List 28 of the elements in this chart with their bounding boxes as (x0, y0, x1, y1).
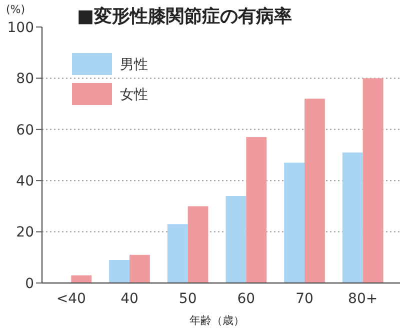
y-tick-label: 20 (16, 224, 34, 241)
y-tick-label: 100 (7, 20, 34, 36)
x-tick-label: 70 (296, 291, 314, 307)
x-axis-title: 年齢（歳） (190, 314, 244, 327)
y-tick-label: 40 (16, 174, 34, 190)
bar (71, 275, 92, 283)
bar (284, 162, 304, 283)
y-tick-label: 60 (16, 122, 34, 138)
y-tick-label: 80 (16, 71, 34, 88)
bar (109, 260, 130, 283)
bar (342, 152, 363, 283)
bar (167, 224, 188, 283)
x-tick-label: 80+ (348, 291, 378, 307)
bar (362, 78, 384, 283)
legend-label: 女性 (120, 86, 148, 103)
legend-label: 男性 (120, 56, 148, 73)
x-tick-label: 40 (120, 291, 138, 307)
y-axis-title: (%) (6, 3, 26, 16)
bar (304, 98, 325, 283)
x-tick-label: <40 (56, 291, 86, 307)
bar (246, 137, 267, 283)
x-tick-label: 60 (237, 291, 256, 307)
x-tick-label: 50 (178, 291, 197, 307)
bar (130, 254, 150, 283)
bar (226, 196, 246, 283)
bar (188, 206, 208, 283)
y-tick-label: 0 (25, 276, 34, 292)
chart-title: ■変形性膝関節症の有病率 (77, 6, 292, 27)
